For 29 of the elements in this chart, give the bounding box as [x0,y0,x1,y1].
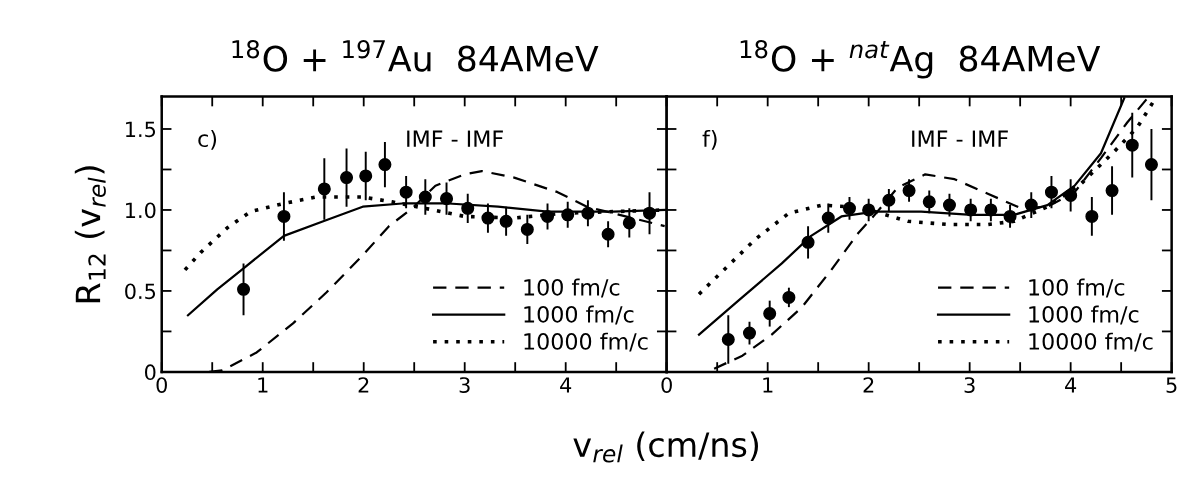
x-tick-label: 5 [1166,377,1177,393]
y-tick-label: 0 [144,364,156,381]
y-tick-label: 0.5 [125,283,156,300]
annotation: f) [702,129,717,150]
x-tick-label: 0 [156,377,167,393]
x-axis-title: v$_{rel}$ (cm/ns) [573,431,758,463]
legend-label: 100 fm/c [1029,278,1125,298]
x-tick-label: 1 [763,377,773,393]
legend-label: 10000 fm/c [1029,332,1153,352]
annotation: IMF - IMF [912,130,1008,147]
x-tick-label: 3 [459,377,470,393]
x-tick-label: 1 [258,377,268,393]
annotation: IMF - IMF [407,130,503,147]
x-tick-label: 0 [661,377,672,393]
y-tick-label: 1.5 [126,121,156,138]
x-tick-label: 4 [1065,377,1077,393]
x-tick-label: 2 [358,377,369,393]
chart-title: $^{18}$O + $^{197}$Au 84AMeV [232,40,599,72]
x-tick-label: 4 [560,377,572,393]
y-axis-title: R$_{12}$ (v$_{rel}$) [74,166,106,303]
chart-title: $^{18}$O + $^{nat}$Ag 84AMeV [740,40,1101,79]
x-tick-label: 3 [964,377,975,393]
legend-label: 100 fm/c [524,278,620,298]
legend-label: 1000 fm/c [1029,305,1139,325]
annotation: c) [198,129,217,150]
y-tick-label: 1.0 [126,202,156,219]
legend-label: 1000 fm/c [524,305,634,325]
x-tick-label: 2 [863,377,874,393]
legend-label: 10000 fm/c [524,332,648,352]
